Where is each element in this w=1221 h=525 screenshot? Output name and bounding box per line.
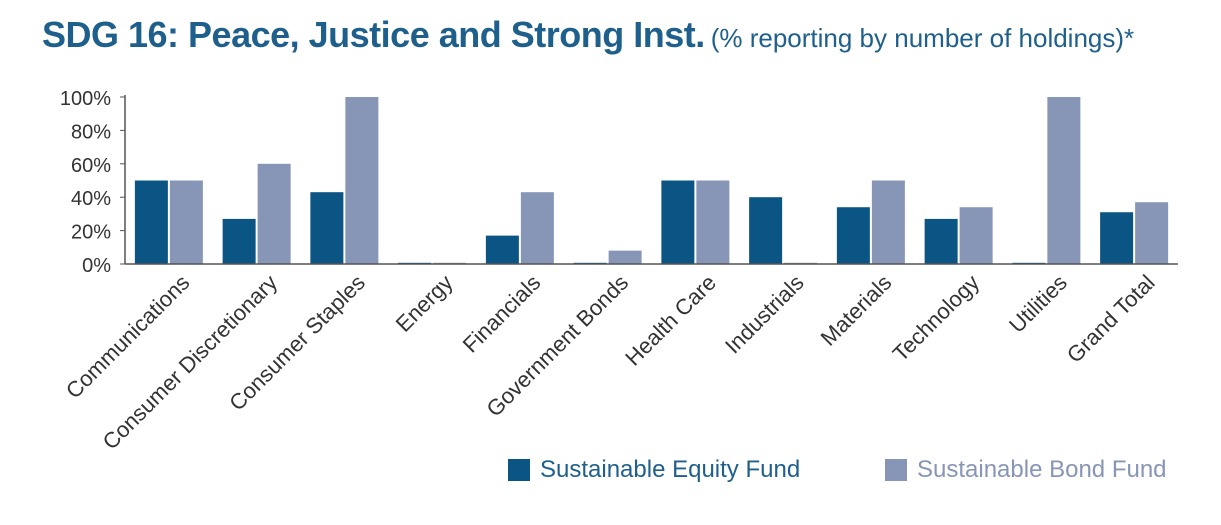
x-category-label: Consumer Discretionary <box>98 270 283 455</box>
bar-bond <box>169 180 203 264</box>
chart-title-main: SDG 16: Peace, Justice and Strong Inst. <box>42 14 705 55</box>
x-category-label: Materials <box>816 270 897 351</box>
legend-label-bond: Sustainable Bond Fund <box>917 456 1167 483</box>
bar-equity <box>924 218 958 264</box>
bar-equity <box>134 180 168 264</box>
bar-equity <box>749 197 783 264</box>
bar-bond <box>520 192 554 264</box>
legend-label-equity: Sustainable Equity Fund <box>540 456 801 483</box>
bar-equity <box>485 235 519 264</box>
x-category-label: Industrials <box>720 270 809 359</box>
bar-bond <box>1047 97 1081 264</box>
bar-equity <box>661 180 695 264</box>
x-category-label: Utilities <box>1004 270 1072 338</box>
legend-item-equity: Sustainable Equity Fund <box>508 456 800 484</box>
y-tick-label: 60% <box>71 155 111 177</box>
y-tick-label: 0% <box>82 255 111 277</box>
bar-bond <box>871 180 905 264</box>
chart-title: SDG 16: Peace, Justice and Strong Inst.(… <box>42 14 1134 56</box>
bar-bond <box>1135 202 1169 264</box>
bar-bond <box>345 97 379 264</box>
bar-equity <box>310 192 344 264</box>
x-category-label: Technology <box>888 270 984 366</box>
x-category-label: Health Care <box>620 270 721 371</box>
legend-swatch-bond <box>885 459 907 481</box>
x-category-label: Grand Total <box>1062 270 1160 368</box>
x-category-label: Financials <box>458 270 546 358</box>
y-tick-label: 80% <box>71 121 111 143</box>
bar-bond <box>959 207 993 264</box>
chart-subtitle: (% reporting by number of holdings)* <box>710 23 1135 53</box>
y-tick-label: 100% <box>60 88 111 110</box>
x-category-label: Energy <box>391 270 458 337</box>
bar-bond <box>608 250 642 264</box>
y-tick-label: 20% <box>71 222 111 244</box>
legend-swatch-equity <box>508 459 530 481</box>
bar-equity <box>836 207 870 264</box>
bar-bond <box>257 163 291 264</box>
y-tick-label: 40% <box>71 188 111 210</box>
bar-equity <box>222 218 256 264</box>
bar-equity <box>1100 212 1134 264</box>
bar-bond <box>696 180 730 264</box>
legend-item-bond: Sustainable Bond Fund <box>885 456 1167 484</box>
